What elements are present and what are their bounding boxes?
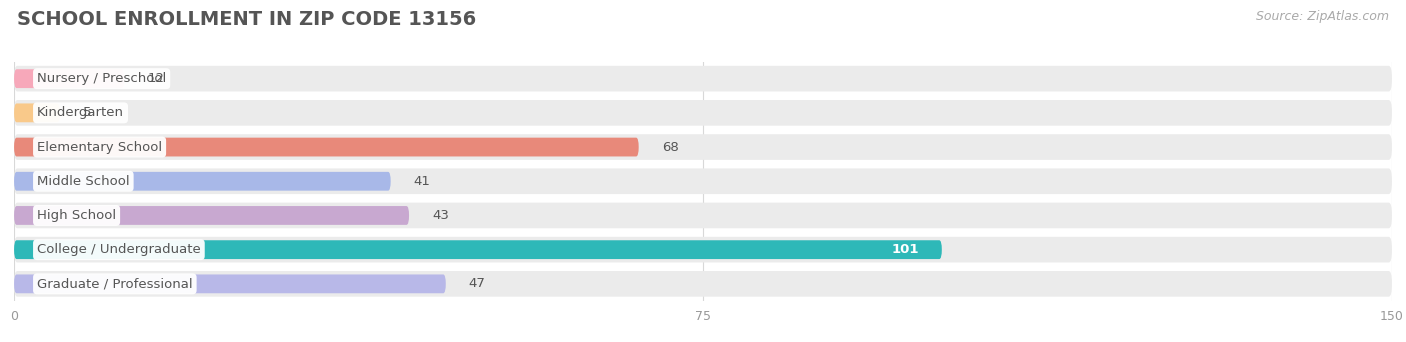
FancyBboxPatch shape xyxy=(14,202,1392,228)
Text: 5: 5 xyxy=(83,106,91,119)
Text: Nursery / Preschool: Nursery / Preschool xyxy=(37,72,166,85)
Text: High School: High School xyxy=(37,209,117,222)
Text: 101: 101 xyxy=(891,243,920,256)
FancyBboxPatch shape xyxy=(14,240,942,259)
Text: Middle School: Middle School xyxy=(37,175,129,188)
Text: Elementary School: Elementary School xyxy=(37,141,162,154)
Text: Kindergarten: Kindergarten xyxy=(37,106,124,119)
Text: Source: ZipAtlas.com: Source: ZipAtlas.com xyxy=(1256,10,1389,23)
FancyBboxPatch shape xyxy=(14,69,124,88)
Text: 68: 68 xyxy=(662,141,679,154)
FancyBboxPatch shape xyxy=(14,206,409,225)
FancyBboxPatch shape xyxy=(14,172,391,191)
Text: 12: 12 xyxy=(148,72,165,85)
FancyBboxPatch shape xyxy=(14,274,446,293)
FancyBboxPatch shape xyxy=(14,134,1392,160)
Text: 47: 47 xyxy=(468,277,485,290)
Text: 41: 41 xyxy=(413,175,430,188)
Text: SCHOOL ENROLLMENT IN ZIP CODE 13156: SCHOOL ENROLLMENT IN ZIP CODE 13156 xyxy=(17,10,477,29)
FancyBboxPatch shape xyxy=(14,100,1392,126)
Text: College / Undergraduate: College / Undergraduate xyxy=(37,243,201,256)
FancyBboxPatch shape xyxy=(14,169,1392,194)
FancyBboxPatch shape xyxy=(14,138,638,157)
Text: Graduate / Professional: Graduate / Professional xyxy=(37,277,193,290)
FancyBboxPatch shape xyxy=(14,66,1392,92)
FancyBboxPatch shape xyxy=(14,237,1392,263)
Text: 43: 43 xyxy=(432,209,449,222)
FancyBboxPatch shape xyxy=(14,271,1392,297)
FancyBboxPatch shape xyxy=(14,104,60,122)
